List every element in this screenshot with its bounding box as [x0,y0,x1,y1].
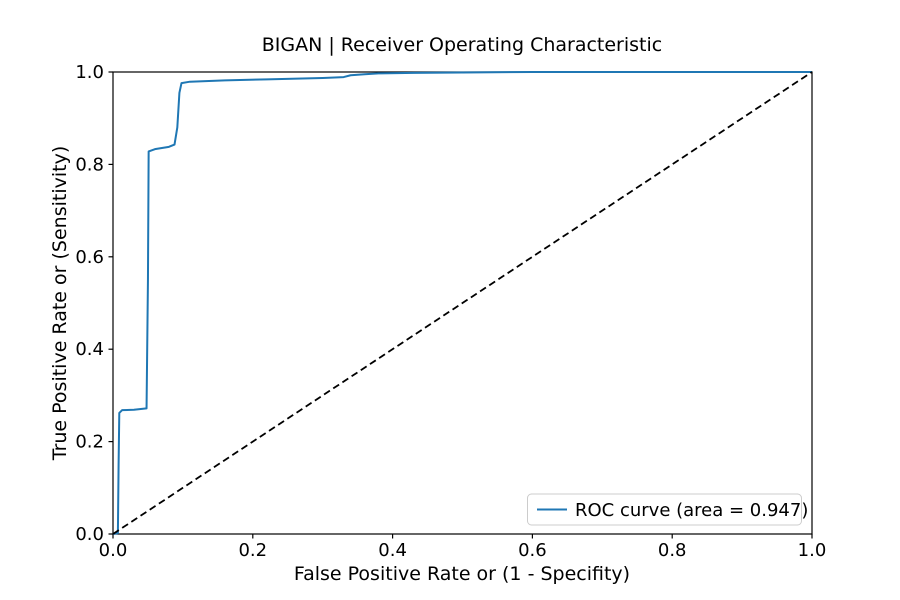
y-axis-label: True Positive Rate or (Sensitivity) [49,146,71,462]
y-tick-label: 0.8 [75,154,104,175]
x-tick-label: 0.2 [238,540,267,561]
x-tick-label: 0.0 [99,540,128,561]
x-tick-label: 0.6 [518,540,547,561]
legend-box [527,493,802,526]
x-axis-ticks: 0.0 0.2 0.4 0.6 0.8 1.0 [99,534,827,561]
x-tick-label: 0.8 [658,540,687,561]
y-tick-label: 0.0 [75,524,104,545]
y-axis-ticks: 0.0 0.2 0.4 0.6 0.8 1.0 [75,62,113,545]
x-tick-label: 0.4 [378,540,407,561]
y-tick-label: 0.4 [75,339,104,360]
y-tick-label: 1.0 [75,62,104,83]
legend: ROC curve (area = 0.947) [527,493,808,526]
y-tick-label: 0.2 [75,432,104,453]
legend-label: ROC curve (area = 0.947) [575,500,808,521]
y-tick-label: 0.6 [75,247,104,268]
x-tick-label: 1.0 [798,540,827,561]
chart-title: BIGAN | Receiver Operating Characteristi… [262,34,662,56]
roc-curve-line [112,71,812,535]
plot-series [112,71,813,535]
chance-diagonal-line [112,71,813,535]
x-axis-label: False Positive Rate or (1 - Specifity) [294,563,630,585]
